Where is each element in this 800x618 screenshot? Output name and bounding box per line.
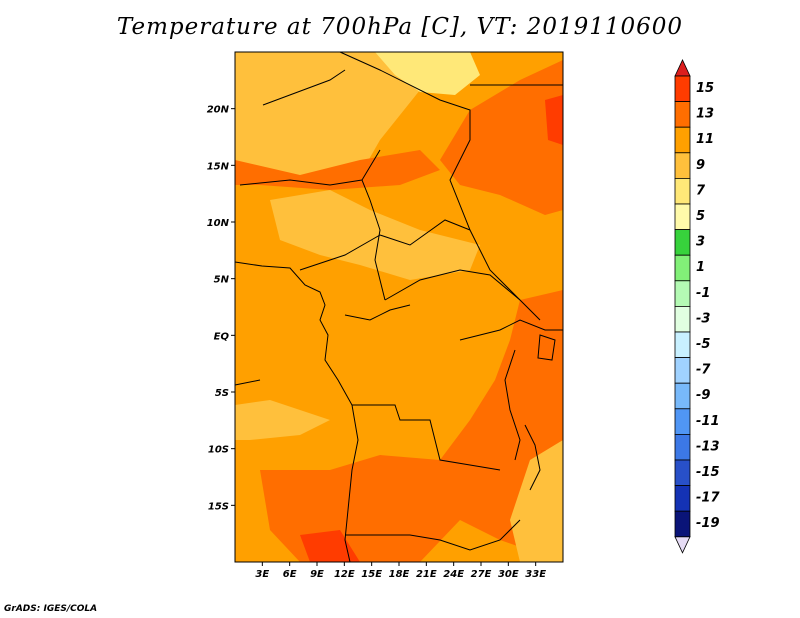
longitude-axis: 3E 6E 9E 12E 15E 18E 21E 24E 27E 30E 33E — [255, 562, 546, 580]
border-line — [262, 69, 346, 106]
lake-outline — [537, 334, 556, 361]
lat-tick-label: 10S — [208, 445, 229, 456]
colorbar-swatch — [674, 305, 691, 333]
field-5-7-north — [375, 52, 480, 95]
colorbar-label: -9 — [696, 388, 710, 403]
lat-tick-label: EQ — [214, 331, 230, 342]
temperature-field — [235, 52, 563, 562]
colorbar-swatch — [674, 126, 691, 154]
colorbar-label: -13 — [696, 439, 720, 454]
lon-tick-label: 33E — [525, 569, 546, 580]
colorbar: 15 13 11 9 7 5 3 1 -1 -3 -5 -7 -9 -11 -13 -15 -17 -19 — [674, 59, 720, 554]
colorbar-label: 3 — [696, 235, 705, 250]
field-7-9-sahel — [270, 190, 480, 280]
colorbar-label: -1 — [696, 286, 710, 301]
colorbar-label: 15 — [696, 81, 714, 96]
border-line — [361, 149, 386, 301]
lon-tick-label: 12E — [334, 569, 355, 580]
border-line — [239, 179, 363, 186]
border-line — [234, 379, 261, 386]
lake-outline — [504, 349, 521, 461]
colorbar-label: -7 — [696, 363, 711, 378]
boundaries — [234, 51, 563, 563]
colorbar-label: 1 — [696, 260, 705, 275]
border-line — [339, 51, 541, 321]
colorbar-label: 9 — [696, 158, 705, 173]
colorbar-label: -19 — [696, 516, 720, 531]
colorbar-swatch — [674, 485, 691, 512]
colorbar-swatch — [674, 152, 691, 179]
lat-tick-label: 5S — [215, 388, 229, 399]
lon-tick-label: 18E — [389, 569, 410, 580]
lon-tick-label: 21E — [416, 569, 437, 580]
lon-tick-label: 3E — [255, 569, 269, 580]
lon-tick-label: 30E — [498, 569, 519, 580]
field-11-13-ne — [440, 60, 563, 215]
field-7-9-east — [510, 440, 563, 562]
colorbar-swatch — [674, 459, 691, 487]
colorbar-swatch — [674, 177, 691, 205]
colorbar-label: -5 — [696, 337, 710, 352]
colorbar-swatch — [674, 510, 691, 538]
colorbar-label: 5 — [696, 209, 705, 224]
colorbar-top-arrow — [674, 59, 691, 77]
colorbar-swatch — [674, 408, 691, 435]
lake-outline — [524, 424, 541, 491]
colorbar-swatch — [674, 229, 691, 256]
border-line — [384, 269, 521, 301]
lat-tick-label: 15N — [207, 161, 230, 172]
lon-tick-label: 9E — [310, 569, 324, 580]
colorbar-swatch — [674, 101, 691, 128]
field-11-13-south — [260, 455, 460, 562]
colorbar-swatch — [674, 280, 691, 307]
lat-tick-label: 20N — [207, 105, 230, 116]
colorbar-label: 7 — [696, 183, 706, 198]
border-line — [459, 319, 563, 341]
colorbar-label: -11 — [696, 414, 720, 429]
lat-tick-label: 5N — [214, 275, 230, 286]
colorbar-swatch — [674, 357, 691, 384]
colorbar-swatch — [674, 382, 691, 410]
colorbar-swatch — [674, 75, 691, 103]
colorbar-swatch — [674, 203, 691, 231]
border-line — [344, 304, 411, 321]
border-line — [299, 219, 471, 271]
border-line — [345, 519, 521, 551]
latitude-axis: 20N 15N 10N 5N EQ 5S 10S 15S — [207, 105, 235, 512]
border-line — [352, 404, 501, 471]
lon-tick-label: 6E — [283, 569, 297, 580]
colorbar-label: -3 — [696, 311, 710, 326]
coastline — [234, 261, 359, 563]
colorbar-label: -15 — [696, 465, 720, 480]
lon-tick-label: 15E — [361, 569, 382, 580]
colorbar-label: 11 — [696, 132, 714, 147]
lat-tick-label: 10N — [207, 218, 230, 229]
lat-tick-label: 15S — [208, 501, 229, 512]
grads-credit: GrADS: IGES/COLA — [4, 604, 98, 614]
colorbar-label: -17 — [696, 491, 720, 506]
field-13-15-ne — [545, 95, 563, 145]
colorbar-bottom-arrow — [674, 536, 691, 554]
colorbar-swatch — [674, 254, 691, 282]
chart-title: Temperature at 700hPa [C], VT: 201911060… — [116, 14, 684, 40]
field-7-9-north — [235, 52, 420, 185]
lon-tick-label: 24E — [443, 569, 464, 580]
colorbar-swatch — [674, 331, 691, 359]
field-7-9-southwest — [235, 400, 330, 440]
colorbar-swatch — [674, 433, 691, 461]
lon-tick-label: 27E — [471, 569, 492, 580]
colorbar-label: 13 — [696, 107, 714, 122]
